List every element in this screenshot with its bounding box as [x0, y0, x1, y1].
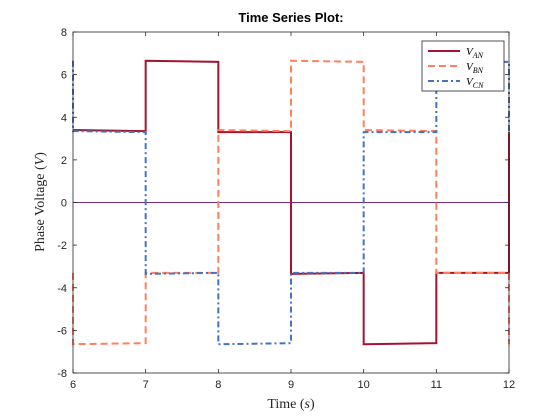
- y-tick-label: -8: [57, 368, 67, 380]
- x-tick-label: 9: [288, 379, 294, 391]
- x-tick-label: 6: [70, 379, 76, 391]
- y-tick-label: 6: [61, 70, 67, 82]
- y-tick-label: -6: [57, 325, 67, 337]
- series-line-v-bn: [72, 59, 510, 346]
- x-tick-label: 10: [358, 379, 370, 391]
- x-tick-label: 11: [431, 379, 442, 391]
- y-tick-label: 4: [61, 112, 67, 124]
- x-axis: 6 7 8 9 10 11 12: [70, 32, 515, 391]
- y-tick-label: 8: [61, 27, 67, 39]
- legend-entry-label: VBN: [466, 61, 484, 75]
- y-axis: -8 -6 -4 -2 0 2 4 6 8: [57, 27, 509, 380]
- chart-title: Time Series Plot:: [238, 10, 343, 25]
- x-axis-label: Time (s): [267, 397, 315, 412]
- legend-entry-label: VAN: [466, 46, 484, 60]
- y-tick-label: -4: [57, 283, 67, 295]
- y-tick-label: 0: [61, 198, 67, 210]
- y-axis-label: Phase Voltage (V): [33, 152, 48, 252]
- y-tick-label: -2: [57, 240, 67, 252]
- x-tick-label: 7: [143, 379, 149, 391]
- series-layer: [72, 59, 510, 346]
- y-tick-label: 2: [61, 155, 67, 167]
- legend-entry-label: VCN: [466, 76, 484, 90]
- legend-box: [421, 40, 505, 92]
- x-tick-label: 8: [215, 379, 221, 391]
- x-tick-label: 12: [503, 379, 515, 391]
- series-line-v-cn: [72, 60, 510, 346]
